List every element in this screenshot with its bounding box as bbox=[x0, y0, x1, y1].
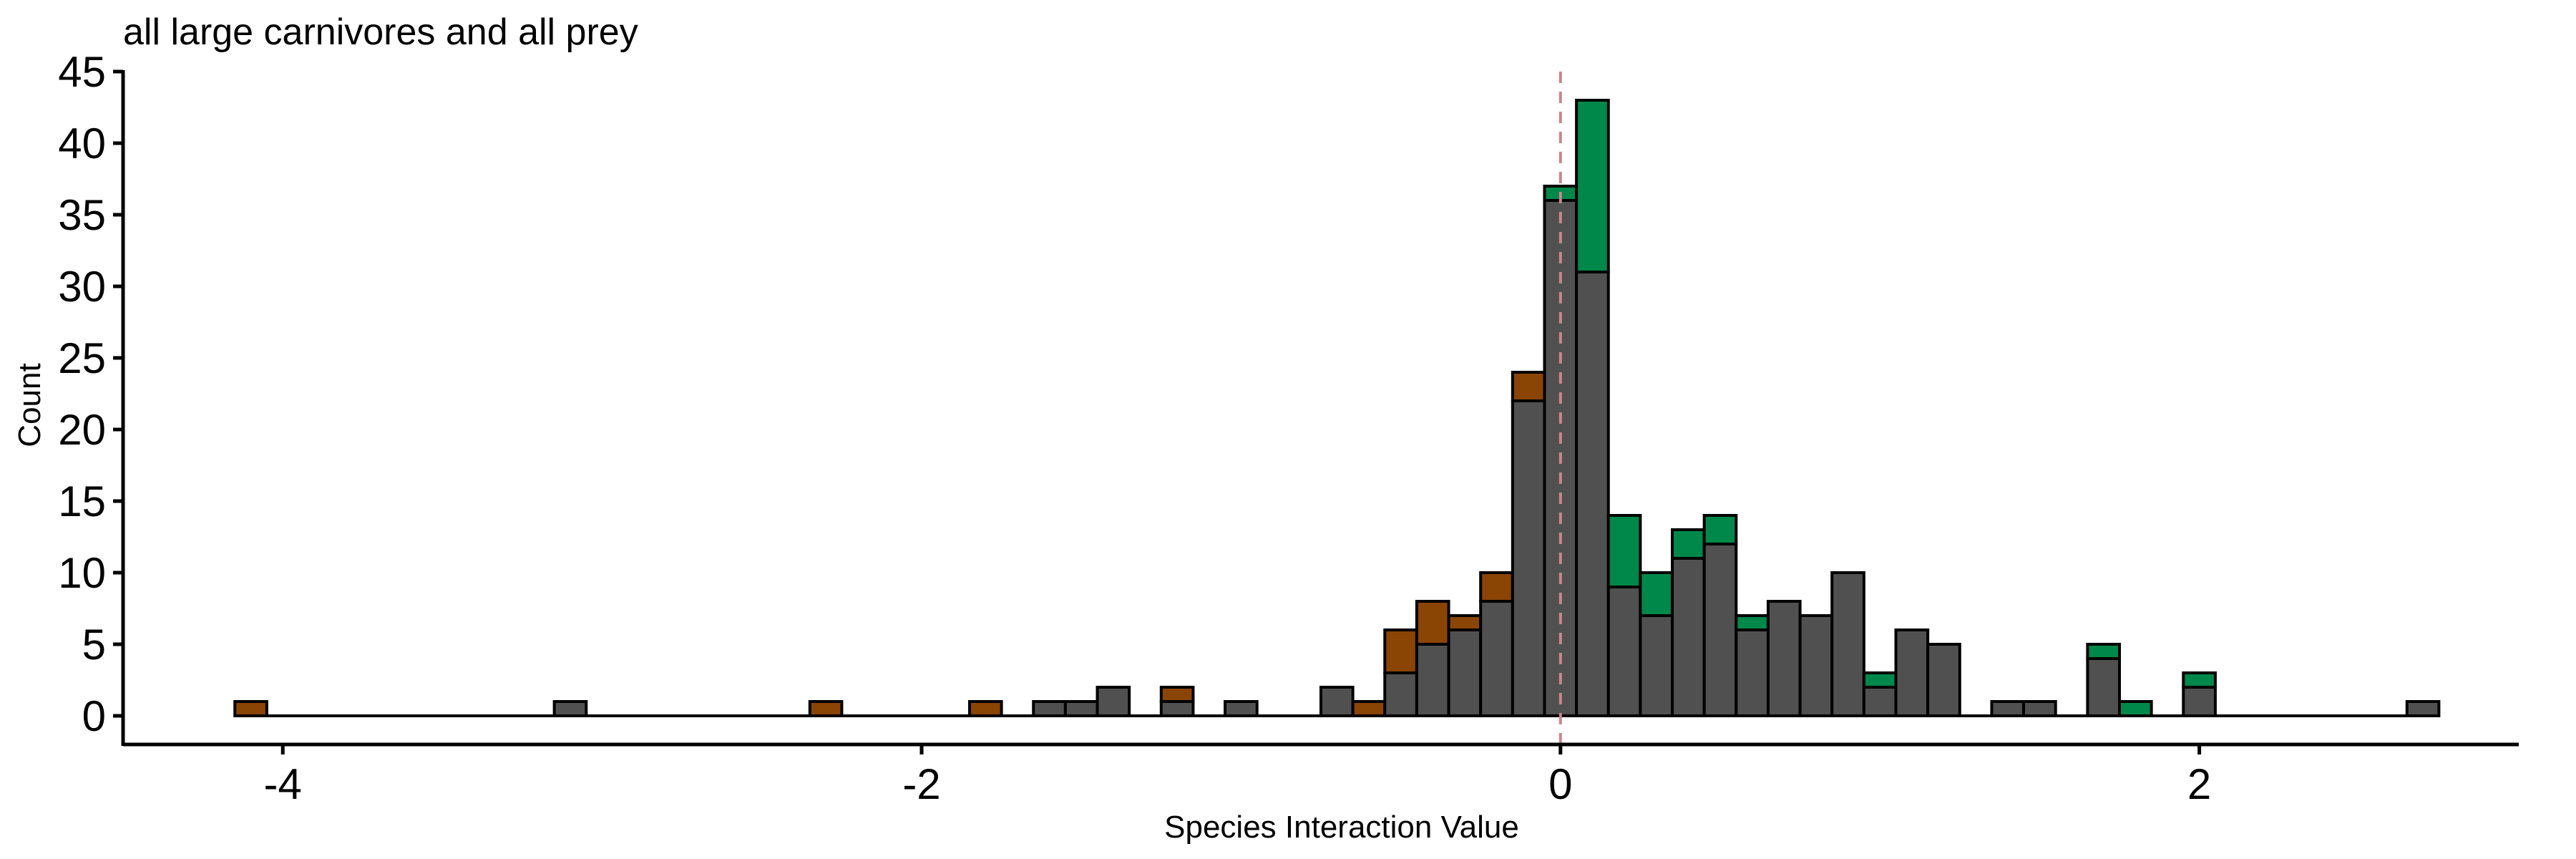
bar-count-segment bbox=[1479, 600, 1514, 717]
bar-negative-segment bbox=[1479, 571, 1514, 603]
bar-positive-segment bbox=[2086, 643, 2122, 660]
bar-negative-segment bbox=[1447, 614, 1483, 631]
y-axis-title: Count bbox=[12, 363, 47, 447]
x-axis-title: Species Interaction Value bbox=[1164, 810, 1519, 845]
x-tick-label: -4 bbox=[264, 760, 302, 808]
bar-count-segment bbox=[1575, 271, 1610, 717]
bar-count-segment bbox=[1639, 614, 1674, 717]
bar-count-segment bbox=[1063, 700, 1099, 717]
bars-layer bbox=[233, 99, 2441, 717]
y-tick-label: 5 bbox=[82, 621, 106, 669]
bar-count-segment bbox=[1702, 543, 1738, 717]
bar-negative-segment bbox=[1351, 700, 1387, 717]
bar-count-segment bbox=[1926, 643, 1961, 717]
bar-count-segment bbox=[1735, 629, 1770, 717]
bar-count-segment bbox=[2086, 657, 2122, 717]
bar-count-segment bbox=[2405, 700, 2441, 717]
y-tick-label: 15 bbox=[58, 477, 106, 525]
bar-count-segment bbox=[1159, 700, 1195, 717]
y-tick-label: 45 bbox=[58, 48, 106, 96]
bar-negative-segment bbox=[1415, 600, 1450, 646]
bar-positive-segment bbox=[1862, 671, 1898, 689]
bar-count-segment bbox=[1894, 629, 1930, 717]
bar-negative-segment bbox=[1511, 371, 1546, 402]
bar-count-segment bbox=[1766, 600, 1802, 717]
bar-negative-segment bbox=[233, 700, 268, 717]
y-tick-label: 35 bbox=[58, 191, 106, 239]
bar-negative-segment bbox=[808, 700, 844, 717]
bar-count-segment bbox=[1224, 700, 1259, 717]
bar-count-segment bbox=[1319, 686, 1355, 717]
bar-count-segment bbox=[1671, 557, 1706, 717]
y-tick-label: 10 bbox=[58, 549, 106, 597]
bar-count-segment bbox=[2182, 686, 2217, 717]
y-tick-label: 25 bbox=[58, 334, 106, 382]
bar-positive-segment bbox=[1639, 571, 1674, 617]
bar-negative-segment bbox=[967, 700, 1003, 717]
bar-positive-segment bbox=[1606, 514, 1642, 588]
bar-negative-segment bbox=[1383, 629, 1418, 674]
x-tick-label: 2 bbox=[2187, 760, 2211, 808]
y-tick-label: 0 bbox=[82, 692, 106, 740]
bar-positive-segment bbox=[1735, 614, 1770, 631]
bar-positive-segment bbox=[2182, 671, 2217, 689]
bar-count-segment bbox=[1447, 629, 1483, 717]
bar-count-segment bbox=[1606, 586, 1642, 717]
bar-count-segment bbox=[1798, 614, 1834, 717]
y-ticks: 0 5 10 15 20 25 30 35 40 45 bbox=[58, 48, 123, 740]
bar-count-segment bbox=[1862, 686, 1898, 717]
bar-positive-segment bbox=[1575, 99, 1610, 273]
bar-positive-segment bbox=[1671, 528, 1706, 560]
y-tick-label: 30 bbox=[58, 263, 106, 311]
bar-count-segment bbox=[2022, 700, 2057, 717]
chart-title: all large carnivores and all prey bbox=[123, 11, 638, 53]
bar-negative-segment bbox=[1159, 686, 1195, 703]
bar-positive-segment bbox=[1702, 514, 1738, 545]
bar-count-segment bbox=[1990, 700, 2026, 717]
bar-count-segment bbox=[552, 700, 588, 717]
y-tick-label: 40 bbox=[58, 120, 106, 168]
x-tick-label: -2 bbox=[902, 760, 940, 808]
bar-count-segment bbox=[1830, 571, 1865, 717]
bar-count-segment bbox=[1383, 671, 1418, 717]
bar-positive-segment bbox=[2118, 700, 2153, 717]
bar-count-segment bbox=[1415, 643, 1450, 717]
bar-count-segment bbox=[1096, 686, 1131, 717]
axes-layer bbox=[121, 70, 2519, 747]
x-tick-label: 0 bbox=[1548, 760, 1572, 808]
y-tick-label: 20 bbox=[58, 406, 106, 454]
x-ticks: -4 -2 0 2 bbox=[264, 744, 2211, 808]
bar-count-segment bbox=[1032, 700, 1067, 717]
bar-count-segment bbox=[1511, 399, 1546, 717]
